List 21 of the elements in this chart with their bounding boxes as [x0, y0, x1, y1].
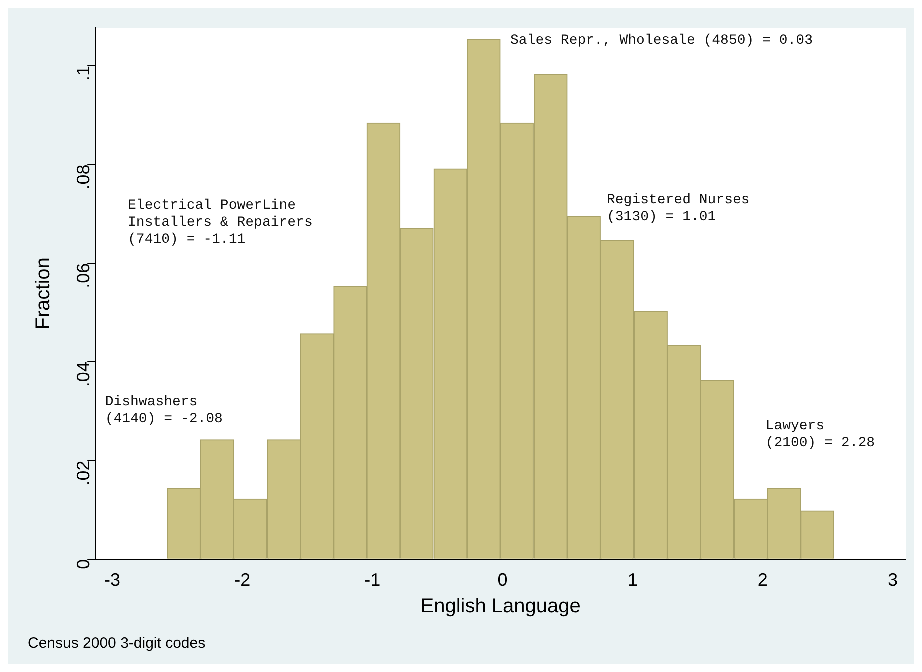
annotation: Lawyers (2100) = 2.28	[766, 418, 876, 452]
x-tick-label: 1	[628, 570, 638, 590]
x-tick-label: 3	[888, 570, 898, 590]
y-tick-label: 0	[74, 559, 94, 570]
y-tick-label: .04	[74, 362, 94, 388]
text: Census 2000 3-digit codes	[28, 635, 206, 652]
x-tick-label: -1	[364, 570, 381, 590]
x-axis-title: English Language	[420, 596, 581, 618]
annotation: Registered Nurses (3130) = 1.01	[606, 192, 750, 226]
y-tick-label: .06	[74, 263, 94, 288]
x-tick-label: 2	[758, 570, 768, 590]
y-tick-label: .1	[74, 66, 94, 82]
y-tick-label: .08	[74, 164, 94, 190]
annotation: Electrical PowerLine Installers & Repairers (7410) = -1.11	[128, 198, 313, 248]
annotation: Dishwashers (4140) = -2.08	[105, 394, 223, 428]
annotation: Sales Repr., Wholesale (4850) = 0.03	[510, 33, 813, 50]
x-tick-label: -2	[234, 570, 251, 590]
y-tick-label: .02	[74, 460, 94, 486]
y-axis-title: Fraction	[32, 258, 55, 330]
x-tick-label: -3	[104, 570, 121, 590]
x-tick-label: 0	[498, 570, 508, 590]
